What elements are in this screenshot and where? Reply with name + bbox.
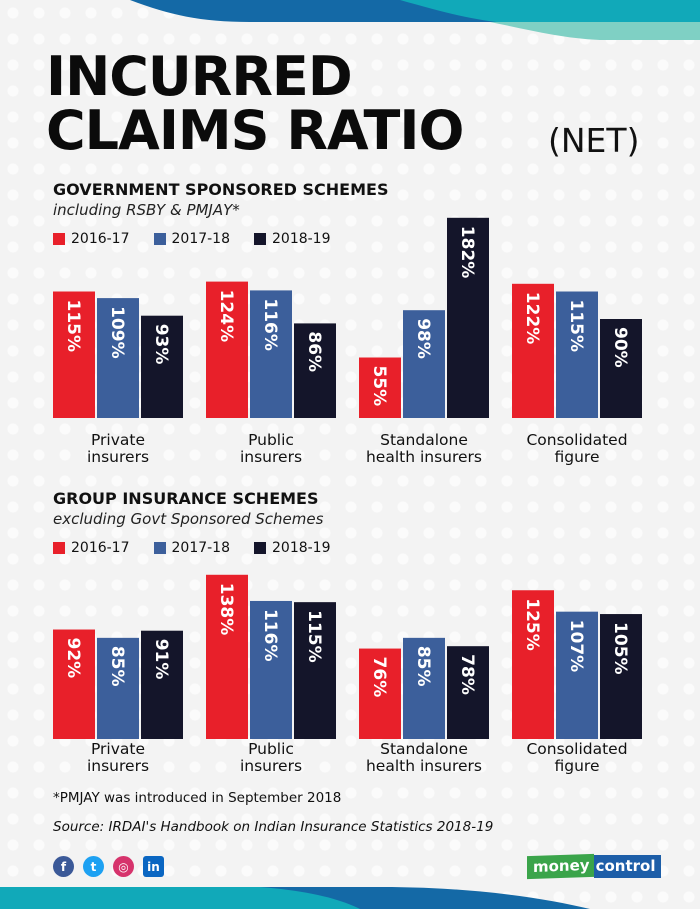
title-line-1: INCURRED: [46, 45, 353, 108]
bar-value-label: 138%: [216, 583, 236, 636]
legend-item: 2018-19: [254, 231, 331, 247]
bar-2017-18-1: [250, 290, 292, 418]
legend-item: 2018-19: [254, 540, 331, 556]
bar-2016-17-2: [359, 357, 401, 418]
category-label: Private insurers: [86, 431, 150, 466]
instagram-icon[interactable]: ◎: [113, 856, 134, 877]
bar-2018-19-0: [141, 630, 183, 739]
bar-value-label: 98%: [413, 318, 433, 359]
bar-value-label: 109%: [107, 306, 127, 359]
category-label: Private insurers: [86, 740, 150, 775]
footnote: *PMJAY was introduced in September 2018: [53, 790, 342, 806]
legend-item: 2017-18: [153, 540, 231, 556]
section-1-subtitle: including RSBY & PMJAY*: [53, 201, 240, 219]
section-1-title: GOVERNMENT SPONSORED SCHEMES: [53, 180, 389, 199]
legend-1: 2016-17 2017-18 2018-19: [53, 231, 331, 247]
bar-2018-19-2: [447, 646, 489, 739]
header-wave: [130, 0, 700, 40]
legend-item: 2017-18: [153, 231, 231, 247]
legend-swatch: [53, 233, 65, 245]
legend-swatch: [53, 542, 65, 554]
bar-2017-18-1: [250, 600, 292, 739]
bar-2017-18-3: [556, 611, 598, 739]
bar-value-label: 115%: [566, 300, 586, 353]
category-label: Public insurers: [239, 431, 303, 466]
title-line-2: CLAIMS RATIO: [46, 99, 464, 162]
twitter-icon[interactable]: t: [83, 856, 104, 877]
bar-2016-17-3: [512, 283, 554, 418]
bar-value-label: 115%: [63, 300, 83, 353]
legend-label: 2017-18: [171, 540, 231, 556]
source-note: Source: IRDAI's Handbook on Indian Insur…: [53, 819, 494, 835]
legend-label: 2016-17: [71, 540, 130, 556]
legend-label: 2018-19: [272, 540, 331, 556]
bar-value-label: 76%: [369, 657, 389, 698]
bar-value-label: 125%: [522, 598, 542, 651]
bar-value-label: 92%: [63, 638, 83, 679]
bar-value-label: 93%: [151, 324, 171, 365]
bar-value-label: 85%: [107, 646, 127, 687]
bar-2018-19-1: [294, 602, 336, 739]
bar-value-label: 116%: [260, 298, 280, 351]
bar-2016-17-2: [359, 648, 401, 739]
bar-value-label: 55%: [369, 366, 389, 407]
legend-label: 2016-17: [71, 231, 130, 247]
bar-2018-19-3: [600, 614, 642, 739]
bar-2016-17-0: [53, 629, 95, 739]
bar-2016-17-3: [512, 590, 554, 739]
bar-value-label: 90%: [610, 327, 630, 368]
bar-value-label: 124%: [216, 290, 236, 343]
category-label: Consolidated figure: [526, 740, 628, 775]
bar-value-label: 122%: [522, 292, 542, 345]
linkedin-icon[interactable]: in: [143, 856, 164, 877]
bar-value-label: 78%: [457, 654, 477, 695]
logo-part-money: money: [527, 853, 594, 880]
bar-2018-19-3: [600, 319, 642, 418]
bar-value-label: 86%: [304, 331, 324, 372]
footer-wave: [0, 887, 590, 909]
bar-2017-18-0: [97, 298, 139, 418]
category-label: Public insurers: [239, 740, 303, 775]
bar-2018-19-0: [141, 315, 183, 418]
bar-value-label: 116%: [260, 609, 280, 662]
logo-part-control: control: [593, 855, 662, 878]
legend-item: 2016-17: [53, 231, 130, 247]
page-title: INCURRED CLAIMS RATIO: [46, 45, 464, 162]
bar-value-label: 107%: [566, 620, 586, 673]
legend-label: 2017-18: [171, 231, 231, 247]
section-2-subtitle: excluding Govt Sponsored Schemes: [53, 510, 324, 528]
facebook-icon[interactable]: f: [53, 856, 74, 877]
section-2-title: GROUP INSURANCE SCHEMES: [53, 489, 319, 508]
bar-value-label: 115%: [304, 610, 324, 663]
category-label: Standalone health insurers: [365, 431, 483, 466]
bar-2017-18-2: [403, 310, 445, 418]
chart-group-schemes: 92% 138% 76% 125% 85% 116% 85% 107% 91% 115% 78% 10…: [53, 574, 642, 739]
category-label: Consolidated figure: [526, 431, 628, 466]
bar-2018-19-1: [294, 323, 336, 418]
bar-2017-18-3: [556, 291, 598, 418]
bar-2017-18-2: [403, 637, 445, 739]
social-links: f t ◎ in: [53, 856, 164, 877]
legend-swatch: [254, 542, 266, 554]
legend-item: 2016-17: [53, 540, 130, 556]
bar-2016-17-1: [206, 281, 248, 418]
legend-swatch: [254, 233, 266, 245]
bar-value-label: 182%: [457, 226, 477, 279]
bar-2018-19-2: [447, 217, 489, 418]
bar-value-label: 105%: [610, 622, 630, 675]
bar-value-label: 85%: [413, 646, 433, 687]
category-label: Standalone health insurers: [365, 740, 483, 775]
title-suffix: (NET): [548, 121, 640, 160]
bar-2016-17-0: [53, 291, 95, 418]
legend-2: 2016-17 2017-18 2018-19: [53, 540, 331, 556]
bar-2017-18-0: [97, 637, 139, 739]
moneycontrol-logo: money control: [527, 853, 662, 880]
chart-government-schemes: 115% 124% 55% 122% 109% 116% 98% 115% 93% 86% 182%…: [53, 217, 642, 418]
legend-swatch: [153, 233, 166, 245]
bar-2016-17-1: [206, 574, 248, 739]
bar-value-label: 91%: [151, 639, 171, 680]
legend-swatch: [153, 542, 166, 554]
legend-label: 2018-19: [272, 231, 331, 247]
